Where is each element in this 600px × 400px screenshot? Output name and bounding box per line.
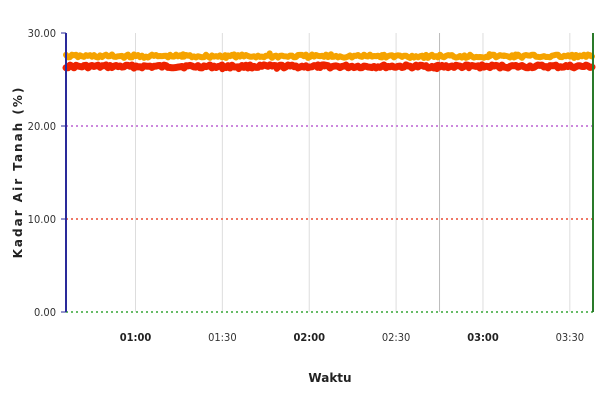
x-tick-label: 01:00: [120, 331, 152, 344]
series-point: [321, 63, 328, 70]
series-point: [131, 51, 138, 58]
series-line: [63, 50, 595, 61]
series-point: [237, 52, 244, 59]
series-point: [280, 63, 287, 70]
series-point: [180, 51, 187, 58]
x-tick-label: 02:30: [382, 331, 411, 344]
data-series: [62, 50, 596, 73]
series-point: [328, 51, 334, 58]
y-tick-label: 0.00: [34, 306, 56, 319]
series-point: [504, 64, 511, 71]
y-tick-labels: 0.00 10.00 20.00 30.00: [28, 27, 56, 319]
x-tick-label: 03:30: [556, 331, 585, 344]
series-point: [168, 53, 175, 60]
x-tick-label: 02:00: [293, 331, 325, 344]
axes: [61, 32, 594, 313]
x-tick-label: 01:30: [208, 331, 237, 344]
series-point: [433, 66, 440, 73]
series-point: [269, 63, 276, 70]
x-tick-label: 03:00: [467, 331, 499, 344]
series-point: [219, 66, 226, 73]
series-point: [587, 52, 593, 59]
series-point: [358, 64, 365, 71]
x-tick-labels: 01:00 01:30 02:00 02:30 03:00 03:30: [120, 331, 584, 344]
y-tick-label: 20.00: [28, 120, 56, 133]
y-tick-label: 10.00: [28, 213, 56, 226]
series-point: [186, 52, 193, 59]
series-point: [222, 52, 229, 59]
series-point: [266, 50, 273, 57]
x-axis-title: Waktu: [308, 371, 351, 385]
grid-lines: [134, 33, 571, 312]
series-point: [291, 64, 298, 71]
series-point: [82, 63, 89, 70]
series-point: [500, 53, 507, 60]
series-point: [273, 65, 280, 72]
series-point: [461, 52, 468, 59]
series-point: [465, 65, 472, 72]
threshold-lines: [66, 125, 593, 313]
series-point: [345, 65, 352, 72]
series-point: [379, 52, 386, 59]
y-axis-title: Kadar Air Tanah (%): [11, 86, 25, 259]
series-point: [336, 64, 343, 70]
y-tick-label: 30.00: [28, 27, 56, 40]
series-line: [62, 61, 596, 73]
series-point: [512, 51, 519, 58]
series-point: [164, 64, 171, 71]
series-point: [314, 64, 321, 71]
series-point: [235, 66, 242, 73]
series-point: [231, 51, 238, 58]
series-point: [486, 51, 493, 58]
